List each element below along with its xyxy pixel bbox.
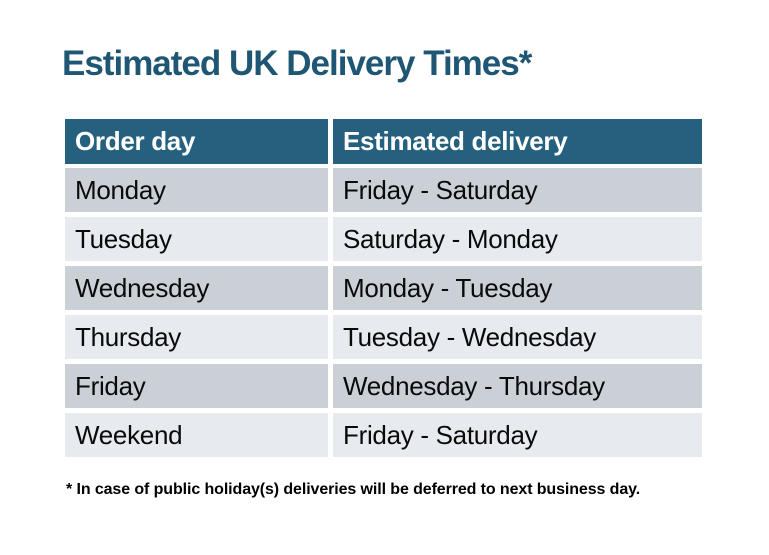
delivery-cell: Monday - Tuesday [333, 266, 702, 310]
order-day-cell: Friday [65, 364, 328, 408]
delivery-cell: Friday - Saturday [333, 413, 702, 457]
delivery-cell: Friday - Saturday [333, 168, 702, 212]
column-header-order-day: Order day [65, 119, 328, 164]
order-day-cell: Wednesday [65, 266, 328, 310]
delivery-cell: Tuesday - Wednesday [333, 315, 702, 359]
delivery-cell: Saturday - Monday [333, 217, 702, 261]
column-header-estimated-delivery: Estimated delivery [333, 119, 702, 164]
order-day-cell: Tuesday [65, 217, 328, 261]
page-title: Estimated UK Delivery Times* [62, 44, 532, 83]
delivery-cell: Wednesday - Thursday [333, 364, 702, 408]
order-day-cell: Weekend [65, 413, 328, 457]
order-day-cell: Thursday [65, 315, 328, 359]
footnote: * In case of public holiday(s) deliverie… [66, 481, 641, 498]
order-day-cell: Monday [65, 168, 328, 212]
delivery-times-table: Order day Estimated delivery Monday Frid… [65, 119, 702, 457]
